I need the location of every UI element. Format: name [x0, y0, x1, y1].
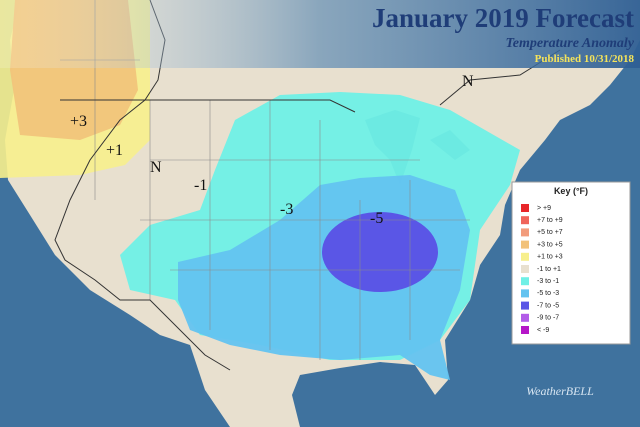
key-label: < -9 — [537, 327, 549, 334]
key-label: -3 to -1 — [537, 278, 559, 285]
title: January 2019 Forecast — [372, 3, 634, 33]
map-label: N — [462, 73, 474, 90]
map-label: -3 — [280, 201, 293, 218]
key-swatch — [521, 277, 529, 286]
key-swatch — [521, 326, 529, 334]
key-swatch — [521, 240, 529, 249]
key-swatch — [521, 228, 529, 237]
key-swatch — [521, 252, 529, 261]
border-line — [54, 0, 231, 371]
key-label: +7 to +9 — [537, 217, 563, 224]
header-band — [0, 0, 640, 68]
key-title: Key (°F) — [554, 186, 588, 196]
map-label: -5 — [370, 210, 383, 227]
published: Published 10/31/2018 — [535, 53, 635, 65]
key-box — [511, 181, 631, 345]
key-label: -9 to -7 — [537, 315, 559, 322]
key-swatch — [521, 289, 529, 298]
key-label: +5 to +7 — [537, 229, 563, 236]
key-label: -1 to +1 — [537, 266, 561, 273]
key-swatch — [521, 204, 529, 212]
map-label: +3 — [70, 113, 87, 130]
key-swatch — [521, 265, 529, 273]
key-swatch — [521, 313, 529, 322]
key-label: -7 to -5 — [537, 302, 559, 309]
region — [322, 212, 438, 292]
subtitle: Temperature Anomaly — [506, 36, 635, 51]
map-label: -1 — [194, 177, 207, 194]
map-label: +1 — [106, 142, 123, 159]
key: Key (°F) > +9 +7 to +9 +5 to +7 +3 to +5 +1 … — [511, 181, 631, 345]
key-label: +3 to +5 — [537, 241, 563, 248]
key-swatch — [521, 301, 529, 310]
key-label: -5 to -3 — [537, 290, 559, 297]
map-label: N — [150, 159, 162, 176]
logo: WeatherBELL — [526, 384, 594, 398]
key-label: > +9 — [537, 205, 551, 212]
key-swatch — [521, 216, 529, 225]
key-label: +1 to +3 — [537, 254, 563, 261]
